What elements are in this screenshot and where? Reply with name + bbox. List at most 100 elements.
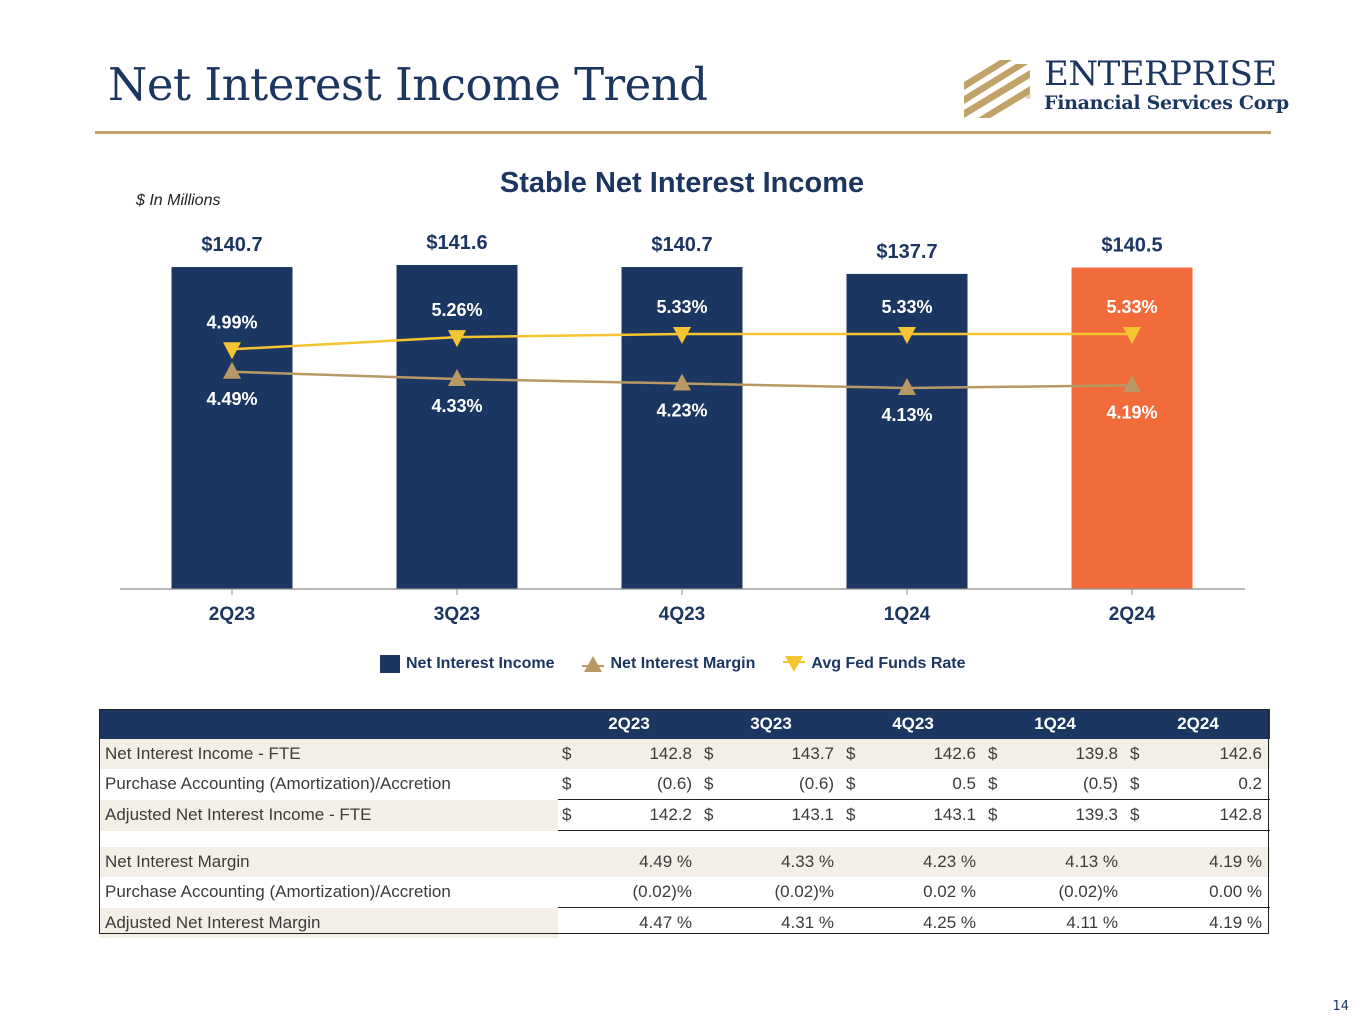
bar-2q23 — [171, 267, 293, 589]
nim-marker — [673, 373, 691, 391]
value-cell: 4.31 % — [728, 907, 842, 938]
currency-cell: $ — [842, 799, 870, 831]
fed-label: 5.33% — [656, 297, 707, 317]
table-row: Purchase Accounting (Amortization)/Accre… — [100, 769, 1270, 800]
bar-2q24 — [1071, 267, 1193, 589]
value-cell: 139.3 — [1012, 799, 1126, 831]
currency-cell: $ — [700, 799, 728, 831]
table-row: Adjusted Net Interest Income - FTE $142.… — [100, 799, 1270, 831]
bar-value-label: $140.7 — [651, 234, 712, 256]
nim-label: 4.13% — [881, 405, 932, 425]
fed-label: 5.26% — [431, 300, 482, 320]
value-cell: (0.6) — [799, 774, 834, 793]
value-cell: 142.6 — [1154, 739, 1270, 769]
company-logo: ® ENTERPRISE Financial Services Corp — [960, 54, 1289, 124]
legend-triangle-up-icon — [582, 656, 605, 672]
legend-triangle-down-icon — [783, 656, 806, 672]
nim-label: 4.19% — [1106, 402, 1157, 422]
currency-cell: $ — [842, 739, 870, 769]
value-cell: 4.19 % — [1154, 907, 1270, 938]
table-header-cell: 1Q24 — [984, 709, 1126, 739]
table-row: Purchase Accounting (Amortization)/Accre… — [100, 877, 1270, 908]
currency-cell: $ — [558, 739, 586, 769]
chart-title: Stable Net Interest Income — [500, 167, 864, 199]
legend-item-nim: Net Interest Margin — [582, 654, 755, 674]
value-cell: 4.23 % — [870, 847, 984, 877]
value-cell: 142.8 — [586, 739, 700, 769]
unit-note: $ In Millions — [135, 192, 220, 209]
table-row: Net Interest Income - FTE $142.8 $143.7 … — [100, 739, 1270, 769]
value-cell: 4.47 % — [586, 907, 700, 938]
value-cell: 4.11 % — [1012, 907, 1126, 938]
table-header-cell: 2Q23 — [558, 709, 700, 739]
table-row: Adjusted Net Interest Margin 4.47 % 4.31… — [100, 907, 1270, 938]
legend-square-icon — [380, 655, 400, 673]
value-cell: 139.8 — [1012, 739, 1126, 769]
x-tick-label: 4Q23 — [659, 604, 705, 625]
fed-label: 5.33% — [881, 297, 932, 317]
legend-item-fed: Avg Fed Funds Rate — [783, 654, 966, 674]
bar-1q24 — [846, 273, 968, 589]
x-tick-label: 3Q23 — [434, 604, 480, 625]
fed-label: 5.33% — [1106, 297, 1157, 317]
fed-marker — [898, 327, 916, 344]
bar-value-label: $140.5 — [1101, 235, 1162, 257]
currency-cell: $ — [704, 774, 714, 793]
x-tick-label: 2Q24 — [1109, 604, 1156, 625]
table-header-blank — [100, 709, 558, 739]
currency-cell: $ — [846, 774, 856, 793]
value-cell: 4.33 % — [728, 847, 842, 877]
logo-subtitle: Financial Services Corp — [1044, 92, 1289, 114]
currency-cell: $ — [1126, 799, 1154, 831]
nim-label: 4.23% — [656, 401, 707, 421]
nim-label: 4.33% — [431, 396, 482, 416]
value-cell: 0.00 % — [1209, 882, 1262, 901]
x-tick-label: 2Q23 — [209, 604, 255, 625]
value-cell: (0.02)% — [1058, 882, 1118, 901]
bar-3q23 — [396, 265, 518, 589]
value-cell: 142.8 — [1154, 799, 1270, 831]
currency-cell: $ — [984, 799, 1012, 831]
value-cell: 0.02 % — [923, 882, 976, 901]
value-cell: 4.25 % — [870, 907, 984, 938]
logo-registered-mark: ® — [1024, 92, 1032, 101]
bar-4q23 — [621, 267, 743, 589]
currency-cell: $ — [984, 739, 1012, 769]
currency-cell: $ — [700, 739, 728, 769]
nim-marker — [1123, 375, 1141, 393]
fed-marker — [448, 330, 466, 348]
value-cell: (0.6) — [657, 774, 692, 793]
value-cell: (0.5) — [1083, 774, 1118, 793]
table-header-row: 2Q23 3Q23 4Q23 1Q24 2Q24 — [100, 709, 1270, 739]
fed-marker — [1123, 327, 1141, 344]
value-cell: 143.1 — [870, 799, 984, 831]
table-header-cell: 3Q23 — [700, 709, 842, 739]
fed-marker — [223, 342, 241, 360]
row-label: Purchase Accounting (Amortization)/Accre… — [105, 774, 451, 794]
row-label: Net Interest Income - FTE — [100, 739, 558, 769]
nim-marker — [448, 369, 466, 386]
value-cell: 142.2 — [586, 799, 700, 831]
nim-label: 4.49% — [206, 389, 257, 409]
table-spacer-row — [100, 831, 1270, 848]
table-header-cell: 2Q24 — [1126, 709, 1270, 739]
currency-cell: $ — [562, 774, 572, 793]
table-row: Net Interest Margin 4.49 % 4.33 % 4.23 %… — [100, 847, 1270, 877]
reconciliation-table: 2Q23 3Q23 4Q23 1Q24 2Q24 Net Interest In… — [100, 709, 1270, 938]
table-header-cell: 4Q23 — [842, 709, 984, 739]
fed-marker — [673, 327, 691, 344]
row-label: Purchase Accounting (Amortization)/Accre… — [105, 882, 451, 902]
nim-marker — [223, 361, 241, 379]
logo-stripes-icon — [964, 60, 1030, 118]
value-cell: 4.19 % — [1154, 847, 1270, 877]
legend-label-nii: Net Interest Income — [406, 655, 555, 672]
value-cell: 4.13 % — [1012, 847, 1126, 877]
bar-value-label: $141.6 — [426, 232, 487, 254]
net-interest-income-chart: Stable Net Interest Income $ In Millions $… — [120, 167, 1245, 625]
chart-legend: Net Interest Income Net Interest Margin … — [380, 652, 994, 676]
currency-cell: $ — [1126, 739, 1154, 769]
legend-item-nii: Net Interest Income — [380, 654, 554, 674]
fed-label: 4.99% — [206, 312, 257, 332]
value-cell: 143.7 — [728, 739, 842, 769]
x-tick-label: 1Q24 — [884, 604, 931, 625]
